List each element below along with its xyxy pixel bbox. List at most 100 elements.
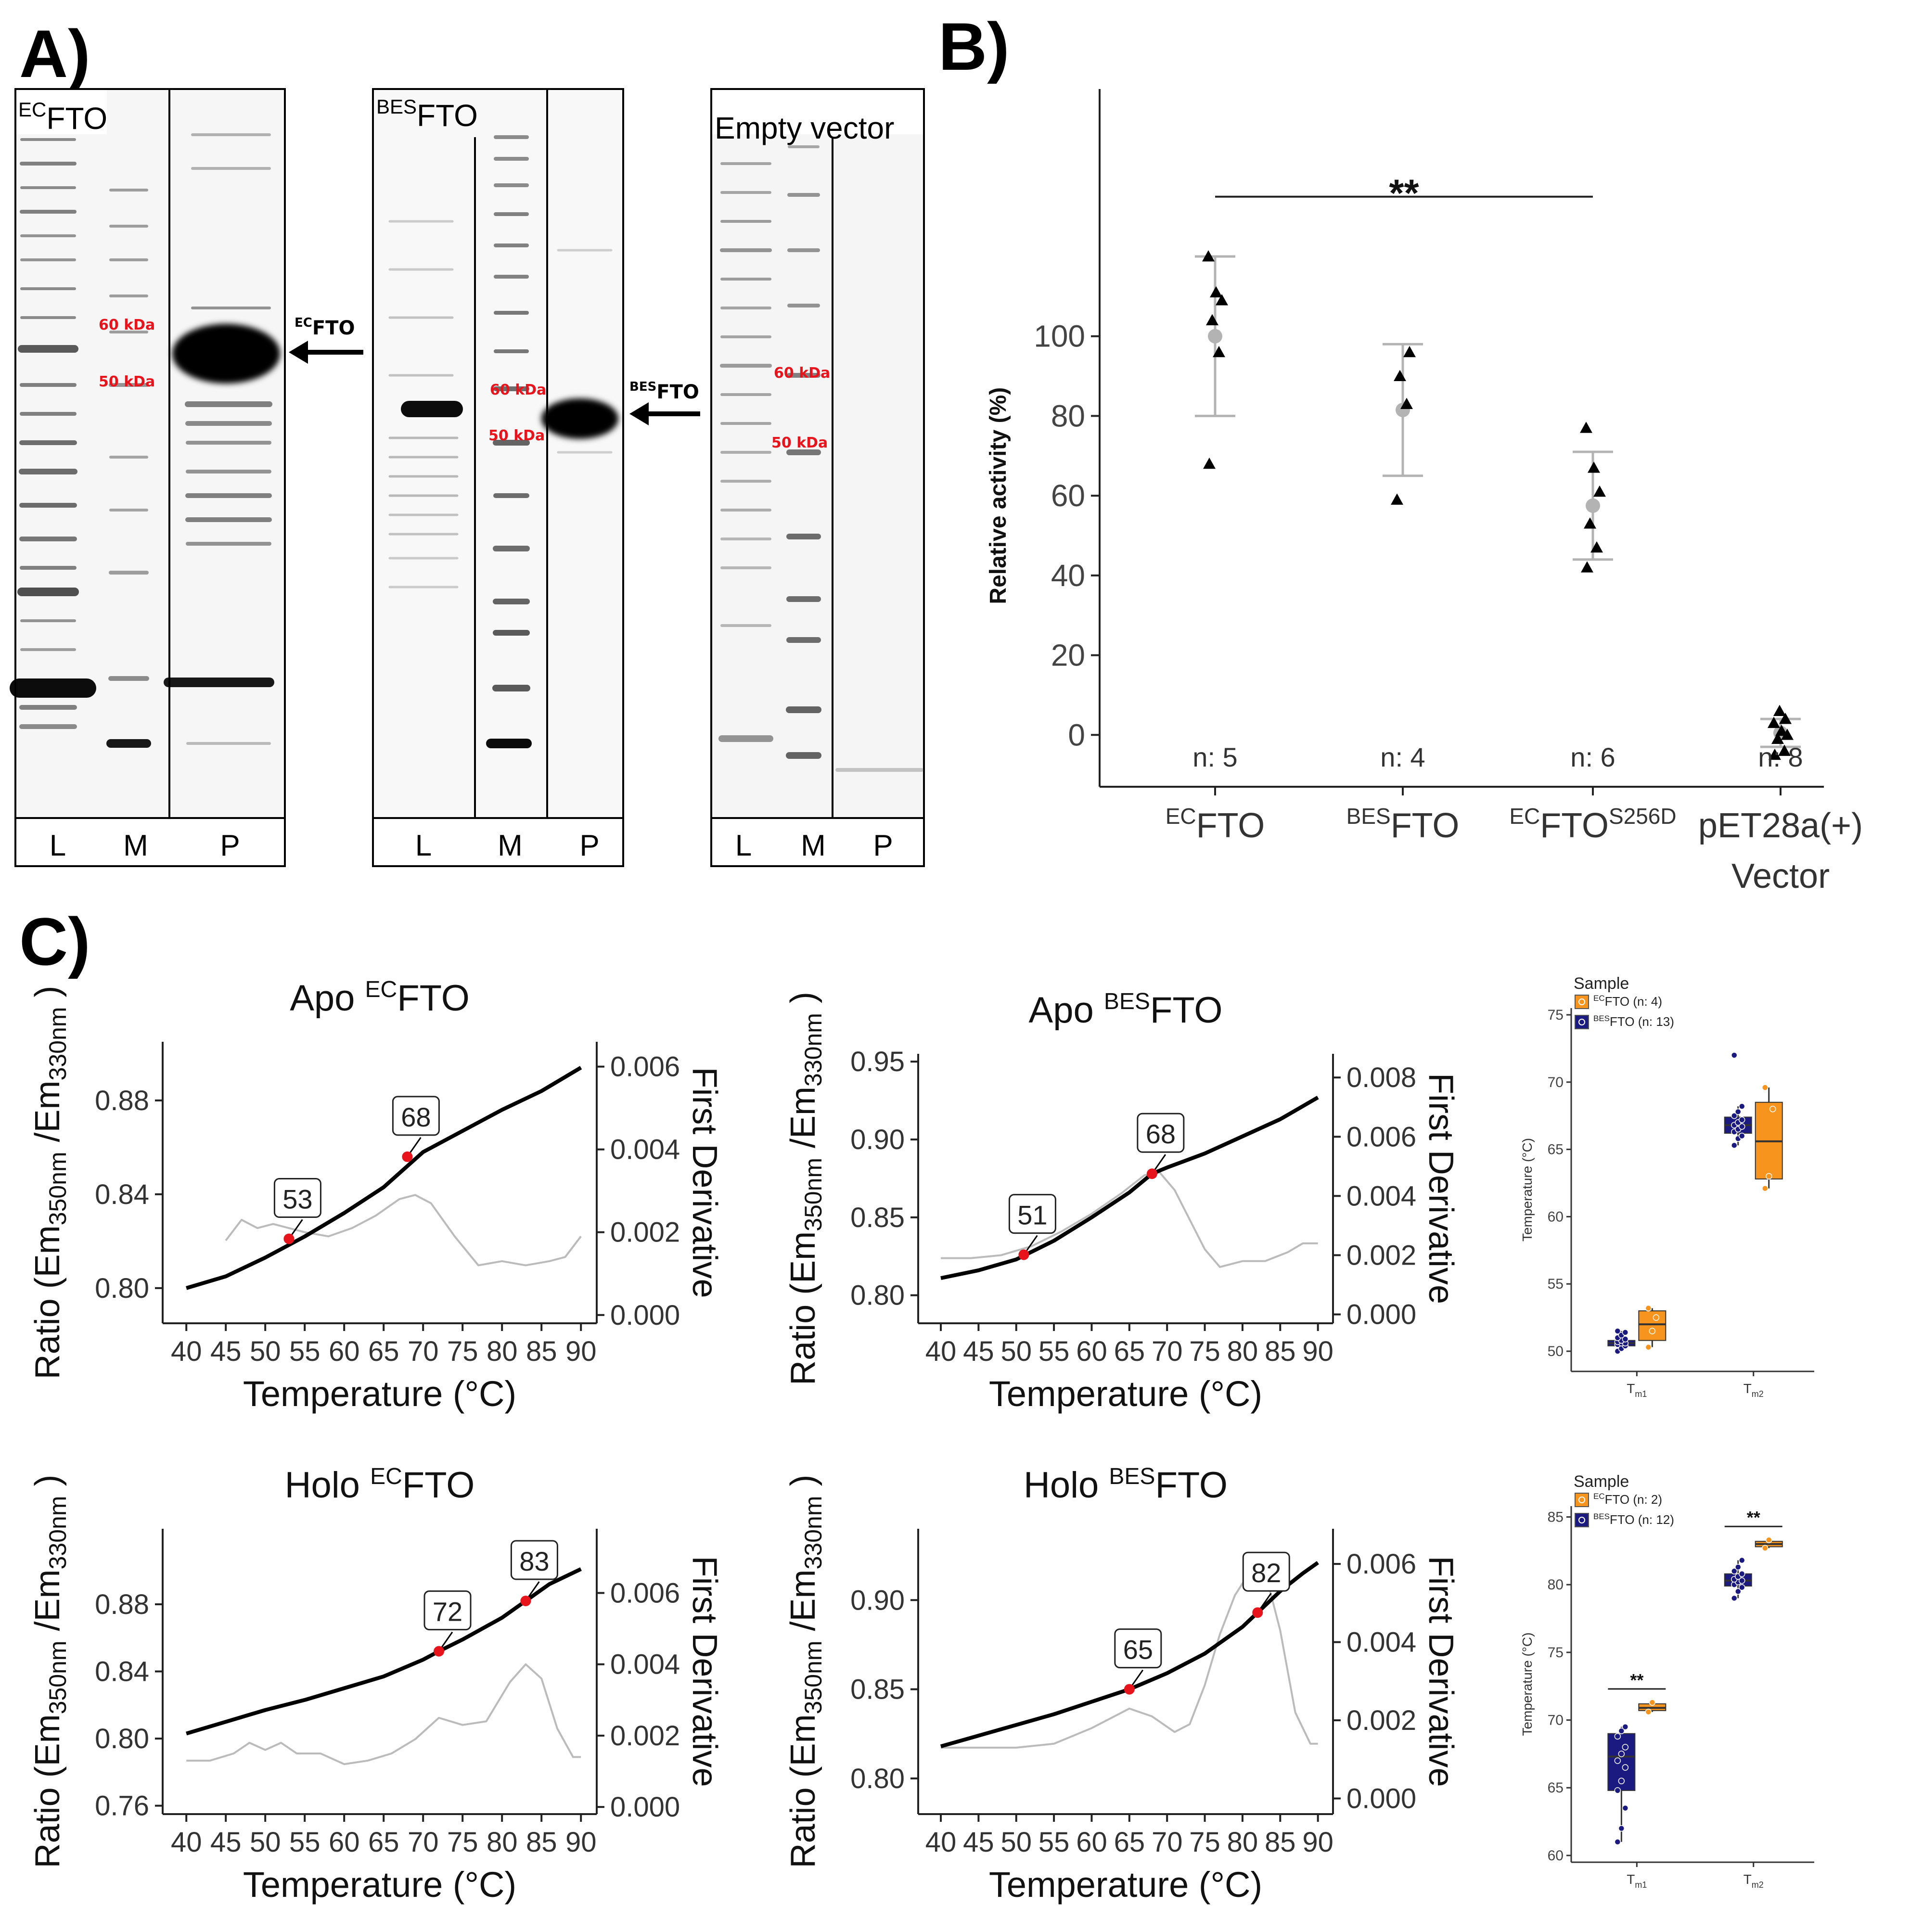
marker-50kda: 50 kDa <box>488 427 545 444</box>
y-tick-label: 55 <box>1548 1276 1564 1292</box>
annotation-label: 51 <box>1017 1200 1047 1230</box>
annotation-box <box>1114 1628 1162 1669</box>
x-tick-label-main: T <box>1627 1381 1635 1396</box>
legend-label: BESFTO (n: 13) <box>1593 1014 1674 1029</box>
x-tick-label: 70 <box>408 1336 439 1367</box>
marker-50kda: 50 kDa <box>99 373 155 390</box>
y-tick-label: 0.88 <box>95 1085 149 1116</box>
x-tick-label: 55 <box>1038 1827 1070 1858</box>
data-point <box>1580 422 1592 433</box>
data-point <box>1739 1570 1745 1577</box>
x-tick-label: 50 <box>250 1827 281 1858</box>
y-axis-title-sub: 330nm <box>800 1013 827 1087</box>
legend-key <box>1575 1015 1589 1029</box>
x-tick-label: 55 <box>289 1336 320 1367</box>
y-axis-title-sub: 350nm <box>800 1640 827 1714</box>
data-point <box>1618 1727 1625 1734</box>
y2-tick-label: 0.006 <box>1346 1121 1416 1152</box>
y2-tick-label: 0.004 <box>1346 1627 1416 1658</box>
x-tick-label: Tm1 <box>1627 1381 1647 1399</box>
x-tick-label: 45 <box>210 1336 242 1367</box>
inflection-point <box>283 1233 295 1244</box>
y-axis-title: Ratio (Em350nm /Em330nm ) <box>784 1475 827 1868</box>
data-point <box>1403 345 1416 358</box>
y2-axis-title: First Derivative <box>1422 1073 1460 1304</box>
annotation-label: 68 <box>1146 1119 1176 1149</box>
lane-label-p: P <box>220 829 240 862</box>
x-tick-label-main: pET28a(+) <box>1698 806 1863 845</box>
x-tick-label: 50 <box>1000 1336 1032 1367</box>
y-tick-label: 80 <box>1548 1577 1564 1593</box>
data-point <box>1653 1314 1660 1321</box>
data-point <box>1622 1723 1629 1730</box>
data-point <box>1769 1105 1776 1113</box>
data-point <box>1731 1568 1738 1574</box>
y2-tick-label: 0.002 <box>610 1720 680 1752</box>
y-axis-title: Ratio (Em350nm /Em330nm ) <box>28 986 71 1380</box>
inflection-point <box>434 1646 444 1657</box>
y-tick-label: 20 <box>1051 638 1085 673</box>
y-tick-label: 0.85 <box>850 1674 905 1705</box>
data-point <box>1614 1733 1621 1740</box>
x-tick-label: 80 <box>1227 1827 1258 1858</box>
y-tick-label: 40 <box>1051 558 1085 593</box>
x-tick-label: 60 <box>1076 1336 1107 1367</box>
y-tick-label: 0.80 <box>95 1723 149 1754</box>
x-tick-label: 90 <box>565 1827 597 1858</box>
lane-label-p: P <box>579 829 599 862</box>
x-tick-label-sub: m1 <box>1635 1389 1647 1399</box>
y-axis-title: Temperature (°C) <box>1520 1138 1535 1241</box>
inflection-point <box>1018 1249 1029 1260</box>
line-chart-apo-ec-fto: Apo ECFTO 40 45 50 55 60 65 70 75 80 85 90 Temperatu… <box>28 977 724 1414</box>
lane-label-p: P <box>873 829 893 862</box>
data-point <box>1206 314 1218 325</box>
y-tick-label: 0.88 <box>95 1589 149 1620</box>
lane-m-bands <box>786 145 821 759</box>
legend-key <box>1575 995 1589 1009</box>
y-axis-title-part: Ratio (Em <box>784 1231 822 1385</box>
x-tick-label: 70 <box>1152 1827 1183 1858</box>
x-tick-label: 50 <box>250 1336 281 1367</box>
line-chart-holo-ec-fto: Holo ECFTO 40 45 50 55 60 65 70 75 80 85 90 Temperat… <box>28 1464 724 1905</box>
y-tick-label: 0.76 <box>95 1791 149 1822</box>
panel-b-label: B) <box>938 9 1010 84</box>
y-tick-label: 70 <box>1548 1075 1564 1090</box>
data-point <box>1739 1557 1745 1564</box>
y2-tick-label: 0.008 <box>1346 1062 1416 1093</box>
x-tick-label: 65 <box>368 1336 399 1367</box>
y2-tick-label: 0.000 <box>1346 1299 1416 1331</box>
x-tick-label: 75 <box>1189 1827 1220 1858</box>
x-tick-label: 75 <box>1189 1336 1220 1367</box>
data-point <box>1775 725 1788 736</box>
x-tick-label: 40 <box>171 1827 202 1858</box>
x-axis-title: Temperature (°C) <box>989 1374 1262 1414</box>
data-point <box>1645 1305 1652 1312</box>
legend-key <box>1575 1513 1589 1527</box>
y2-tick-label: 0.006 <box>610 1051 680 1083</box>
y2-tick-label: 0.000 <box>610 1300 680 1331</box>
legend-key-marker <box>1578 1497 1585 1503</box>
x-tick-label: 60 <box>1076 1827 1107 1858</box>
legend-label: ECFTO (n: 2) <box>1593 1492 1662 1507</box>
data-point <box>1202 250 1215 262</box>
y-tick-label: 65 <box>1548 1780 1564 1796</box>
y2-tick-label: 0.002 <box>1346 1705 1416 1736</box>
y-axis-title-part: ) <box>784 992 822 1013</box>
y-tick-label: 0.95 <box>850 1046 905 1077</box>
y-tick-label: 0.80 <box>95 1273 149 1304</box>
inflection-point <box>520 1595 531 1606</box>
x-tick-label: 45 <box>210 1827 242 1858</box>
data-point <box>1593 485 1606 497</box>
y2-axis-title: First Derivative <box>1422 1556 1460 1787</box>
n-label: n: 4 <box>1380 742 1425 772</box>
lane-p-bands <box>164 133 274 745</box>
y2-tick-label: 0.004 <box>1346 1180 1416 1212</box>
legend-title: Sample <box>1574 1472 1629 1491</box>
chart-title: Holo ECFTO <box>285 1464 475 1506</box>
y-tick-label: 0.84 <box>95 1656 149 1688</box>
lane-l-bands <box>388 220 463 589</box>
legend-title: Sample <box>1574 974 1629 993</box>
data-point <box>1622 1804 1629 1812</box>
data-point <box>1618 1825 1625 1832</box>
data-point <box>1778 744 1791 756</box>
